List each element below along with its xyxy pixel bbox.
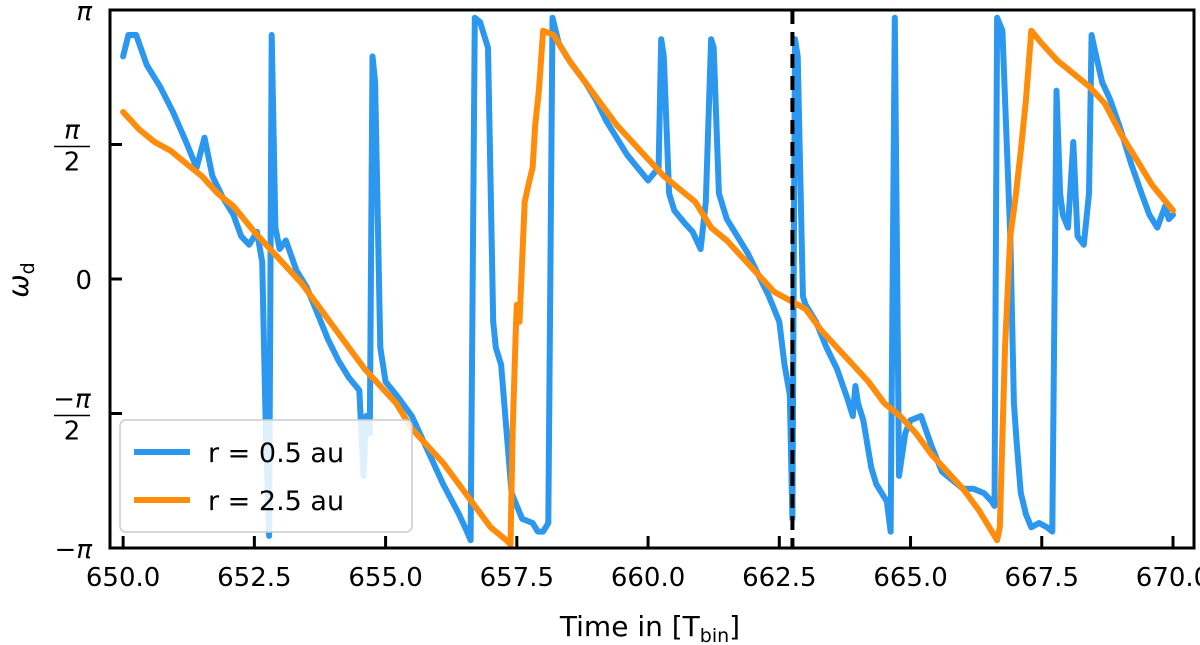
y-axis-label-main: ω (2, 274, 35, 297)
svg-text:ωd: ωd (2, 262, 39, 298)
y-axis-label: ωd (2, 262, 39, 298)
y-tick-label-4: π (76, 0, 92, 27)
y-tick-label-3-numerator: π (64, 116, 80, 146)
y-tick-label-1: −π2 (53, 385, 91, 447)
y-tick-label-3-denominator: 2 (64, 148, 81, 178)
y-axis-label-sub: d (17, 262, 39, 274)
legend-entry-0: r = 0.5 au (208, 438, 344, 469)
x-axis-label: Time in [Tbin] (559, 610, 740, 645)
x-tick-label-8: 670.0 (1136, 563, 1200, 593)
series-layer (120, 14, 1176, 548)
y-tick-label-1-denominator: 2 (64, 417, 81, 447)
x-tick-label-2: 655.0 (348, 563, 422, 593)
x-tick-label-0: 650.0 (86, 563, 160, 593)
legend-box (119, 419, 413, 533)
ticks-layer: 650.0 652.5 655.0 657.5 660.0 662.5 665.0 667.5… (53, 0, 1200, 593)
y-tick-label-0: −π (55, 535, 93, 565)
y-tick-label-2: 0 (75, 266, 92, 296)
x-tick-label-1: 652.5 (217, 563, 291, 593)
x-tick-label-6: 665.0 (873, 563, 947, 593)
series-line-1 (120, 27, 1176, 548)
x-tick-label-5: 662.5 (742, 563, 816, 593)
y-tick-label-3: π2 (54, 116, 90, 178)
series-line-0 (120, 14, 1176, 544)
x-axis-label-end: ] (729, 610, 740, 643)
x-axis-label-sub: bin (700, 625, 729, 645)
x-tick-label-4: 660.0 (611, 563, 685, 593)
y-tick-label-1-numerator: −π (53, 385, 91, 415)
legend-entry-1: r = 2.5 au (208, 486, 344, 517)
x-axis-label-main: Time in [T (559, 610, 701, 643)
x-tick-label-7: 667.5 (1005, 563, 1079, 593)
x-tick-label-3: 657.5 (480, 563, 554, 593)
legend: r = 0.5 au r = 2.5 au (119, 419, 413, 533)
